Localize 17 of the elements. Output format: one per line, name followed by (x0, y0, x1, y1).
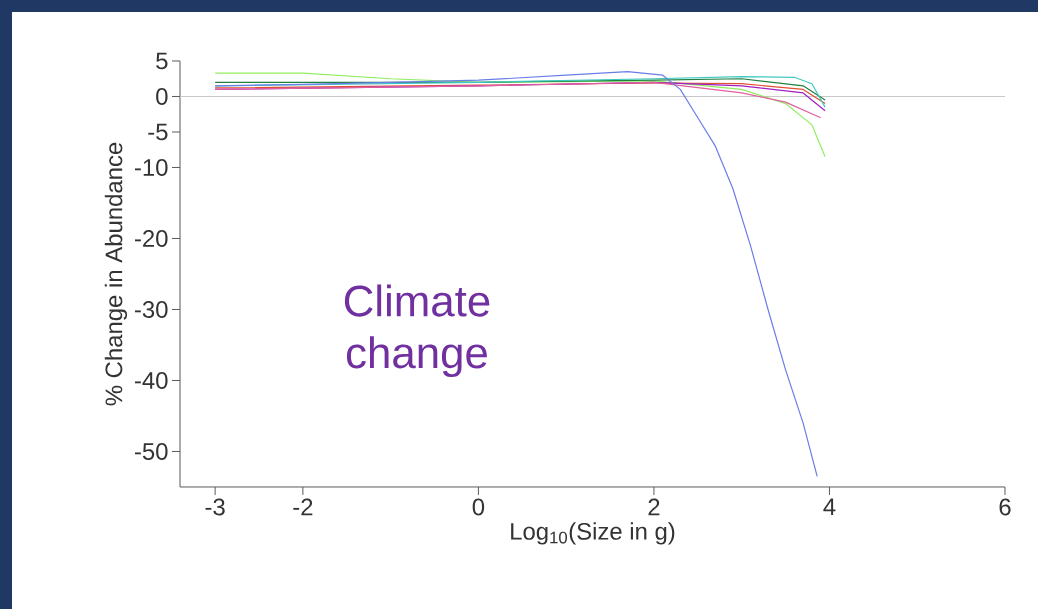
x-tick-label: -3 (205, 498, 225, 516)
y-tick-label: -50 (134, 443, 168, 460)
y-tick-label: -30 (134, 301, 168, 318)
y-axis-title: % Change in Abundance (104, 142, 128, 406)
annotation: Climate change (344, 284, 490, 378)
x-tick-label: 4 (823, 498, 836, 515)
y-tick-label: 0 (156, 88, 168, 105)
x-tick-label: 0 (472, 498, 485, 516)
y-tick-label: -5 (148, 123, 168, 141)
y-tick-label: 5 (156, 52, 168, 70)
x-tick-label: 6 (999, 498, 1011, 516)
y-tick-label: -40 (134, 372, 168, 389)
x-axis-title: Log$_{10}$(Size in g) (511, 522, 675, 545)
y-tick-label: -20 (134, 230, 168, 247)
y-tick-label: -10 (134, 159, 168, 176)
x-tick-label: 2 (648, 498, 660, 516)
x-tick-label: -2 (293, 498, 313, 516)
